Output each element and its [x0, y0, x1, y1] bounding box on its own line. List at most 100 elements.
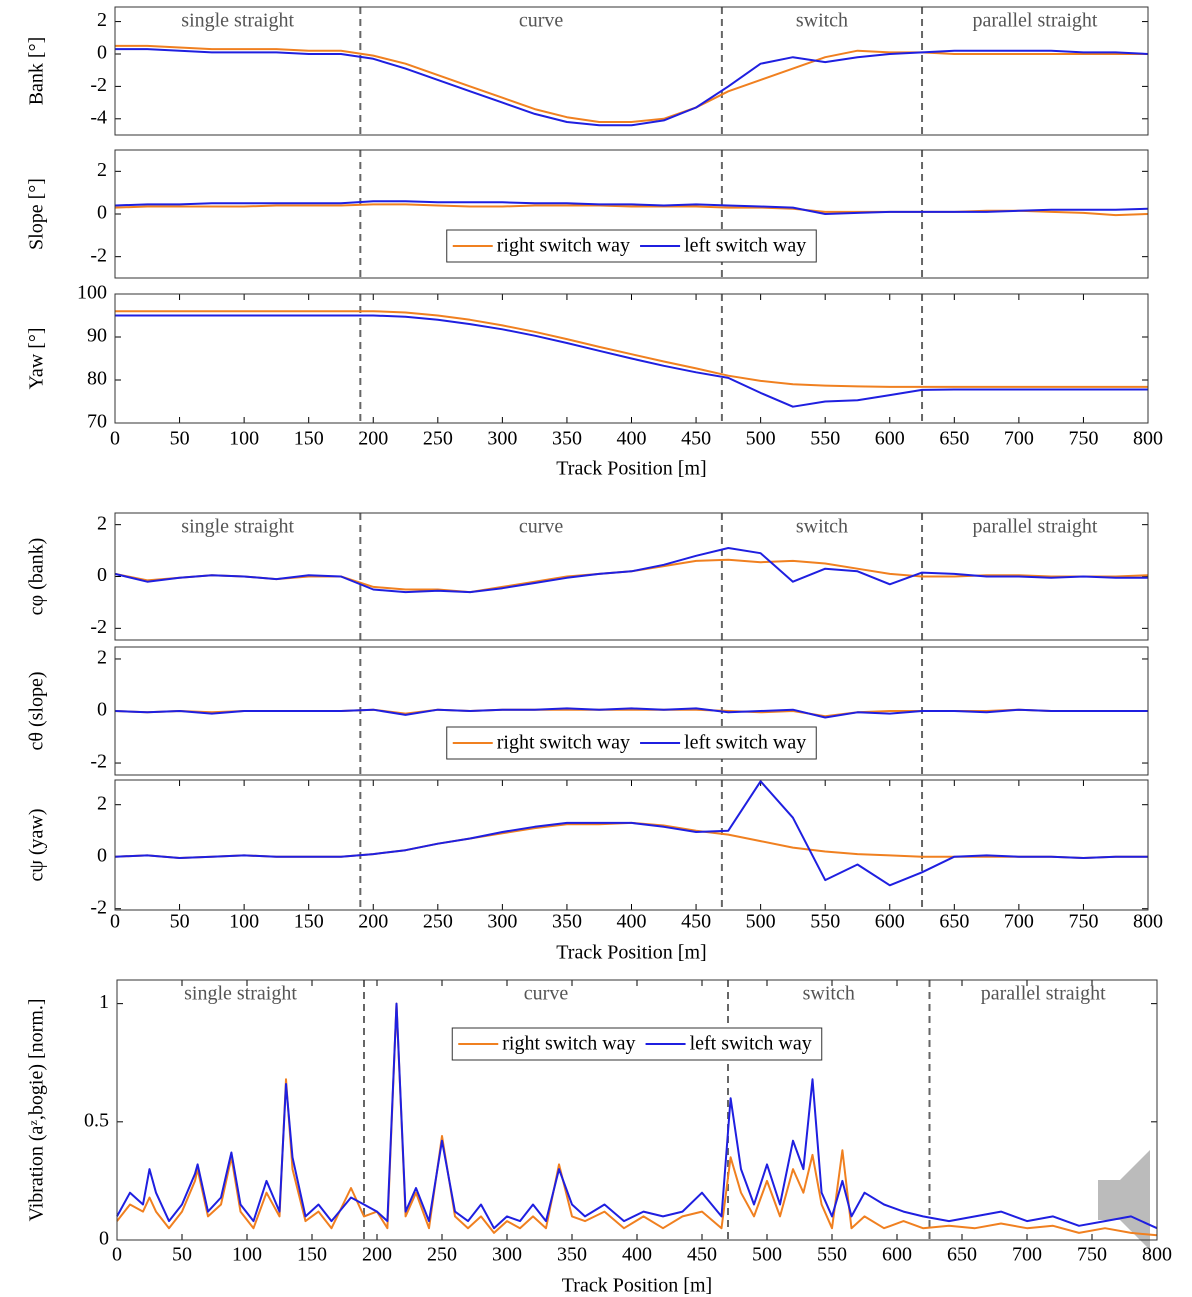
y-axis-label: Slope [°]	[26, 178, 48, 250]
x-tick-label: 750	[1068, 428, 1098, 450]
y-tick-label: 0	[99, 1228, 109, 1250]
plot-frame	[114, 512, 1149, 641]
x-tick-label: 450	[681, 911, 711, 933]
x-tick-label: 250	[423, 428, 453, 450]
x-tick-label: 500	[746, 911, 776, 933]
y-tick-label: 0	[97, 699, 107, 721]
x-tick-label: 800	[1133, 428, 1163, 450]
x-tick-label: 550	[810, 428, 840, 450]
legend-label: right switch way	[497, 235, 630, 257]
data-line	[114, 780, 1148, 887]
y-axis-label: Bank [°]	[26, 37, 48, 106]
data-line	[115, 44, 1148, 123]
x-tick-label: 600	[882, 1244, 912, 1266]
y-tick-label: 0.5	[84, 1109, 109, 1131]
legend-label: left switch way	[684, 732, 806, 754]
y-axis-label: cθ (slope)	[26, 672, 48, 751]
panel: 0 0.5 1 0 50 100 150 200 250 300 350 400 450 500 550 60…	[26, 979, 1172, 1297]
section-label: single straight	[181, 516, 294, 538]
x-tick-label: 200	[358, 428, 388, 450]
y-tick-label: 2	[97, 9, 107, 31]
panel: -2 0 2 Slope [°] right switch way left switch…	[26, 149, 1149, 279]
y-axis-label: Vibration (aᶻ,bogie) [norm.]	[26, 998, 48, 1221]
x-tick-label: 50	[170, 428, 190, 450]
x-tick-label: 700	[1004, 428, 1034, 450]
section-label: single straight	[181, 10, 294, 32]
section-label: switch	[803, 983, 855, 1005]
x-tick-label: 600	[875, 428, 905, 450]
data-line	[114, 821, 1148, 859]
x-tick-label: 0	[110, 911, 120, 933]
y-tick-label: 100	[77, 282, 107, 304]
x-tick-label: 650	[939, 428, 969, 450]
data-line	[115, 48, 1149, 127]
panel: -2 0 2 cθ (slope) right switch way left switc…	[26, 646, 1149, 776]
plot-frame	[116, 979, 1158, 1241]
x-tick-label: 700	[1004, 911, 1034, 933]
y-axis-label: cψ (yaw)	[26, 808, 48, 881]
x-tick-label: 450	[681, 428, 711, 450]
x-tick-label: 0	[112, 1244, 122, 1266]
section-label: curve	[519, 516, 564, 538]
section-label: switch	[796, 10, 848, 32]
x-tick-label: 100	[229, 428, 259, 450]
data-line	[115, 310, 1148, 388]
x-tick-label: 600	[875, 911, 905, 933]
panel: -2 0 2 cφ (bank) single straight curve switch p…	[26, 512, 1149, 641]
y-tick-label: 2	[97, 512, 107, 534]
section-label: curve	[524, 983, 569, 1005]
x-tick-label: 300	[492, 1244, 522, 1266]
data-line	[114, 547, 1148, 594]
y-tick-label: 70	[87, 411, 107, 433]
y-tick-label: -2	[90, 74, 107, 96]
y-tick-label: -2	[90, 751, 107, 773]
panel: -4 -2 0 2 Bank [°] single straight curve switch…	[26, 6, 1149, 136]
x-tick-label: 250	[423, 911, 453, 933]
x-tick-label: 200	[362, 1244, 392, 1266]
y-tick-label: -2	[90, 244, 107, 266]
x-tick-label: 150	[294, 911, 324, 933]
x-tick-label: 350	[552, 428, 582, 450]
data-line	[116, 1002, 1158, 1237]
x-tick-label: 750	[1068, 911, 1098, 933]
y-tick-label: 2	[97, 792, 107, 814]
x-axis-label: Track Position [m]	[562, 1275, 712, 1297]
section-label: single straight	[184, 983, 297, 1005]
y-tick-label: 0	[97, 42, 107, 64]
y-tick-label: 0	[97, 202, 107, 224]
y-tick-label: 0	[97, 564, 107, 586]
panel: 70 80 90 100 0 50 100 150 200 250 300 350 400 450 500 5…	[26, 282, 1163, 480]
legend: right switch way left switch way	[451, 1027, 823, 1061]
x-tick-label: 200	[358, 911, 388, 933]
plot-frame	[114, 779, 1149, 911]
x-tick-label: 650	[947, 1244, 977, 1266]
section-label: switch	[796, 516, 848, 538]
x-tick-label: 300	[487, 911, 517, 933]
legend-label: right switch way	[497, 732, 630, 754]
y-tick-label: 1	[99, 991, 109, 1013]
x-tick-label: 300	[487, 428, 517, 450]
section-label: parallel straight	[973, 516, 1098, 538]
section-label: parallel straight	[981, 983, 1106, 1005]
y-tick-label: 2	[97, 159, 107, 181]
y-tick-label: 2	[97, 647, 107, 669]
x-tick-label: 250	[427, 1244, 457, 1266]
x-tick-label: 400	[622, 1244, 652, 1266]
x-tick-label: 500	[752, 1244, 782, 1266]
plot-frame	[114, 6, 1149, 136]
x-tick-label: 500	[746, 428, 776, 450]
x-tick-label: 100	[232, 1244, 262, 1266]
y-tick-label: -2	[90, 616, 107, 638]
plot-frame	[114, 646, 1149, 776]
legend-box	[451, 1027, 823, 1061]
x-axis-label: Track Position [m]	[556, 942, 706, 964]
y-tick-label: -2	[90, 896, 107, 918]
x-tick-label: 550	[810, 911, 840, 933]
x-tick-label: 450	[687, 1244, 717, 1266]
y-axis-label: Yaw [°]	[26, 327, 48, 389]
x-tick-label: 50	[170, 911, 190, 933]
x-tick-label: 150	[297, 1244, 327, 1266]
legend: right switch way left switch way	[446, 726, 817, 760]
plot-frame	[114, 293, 1149, 424]
